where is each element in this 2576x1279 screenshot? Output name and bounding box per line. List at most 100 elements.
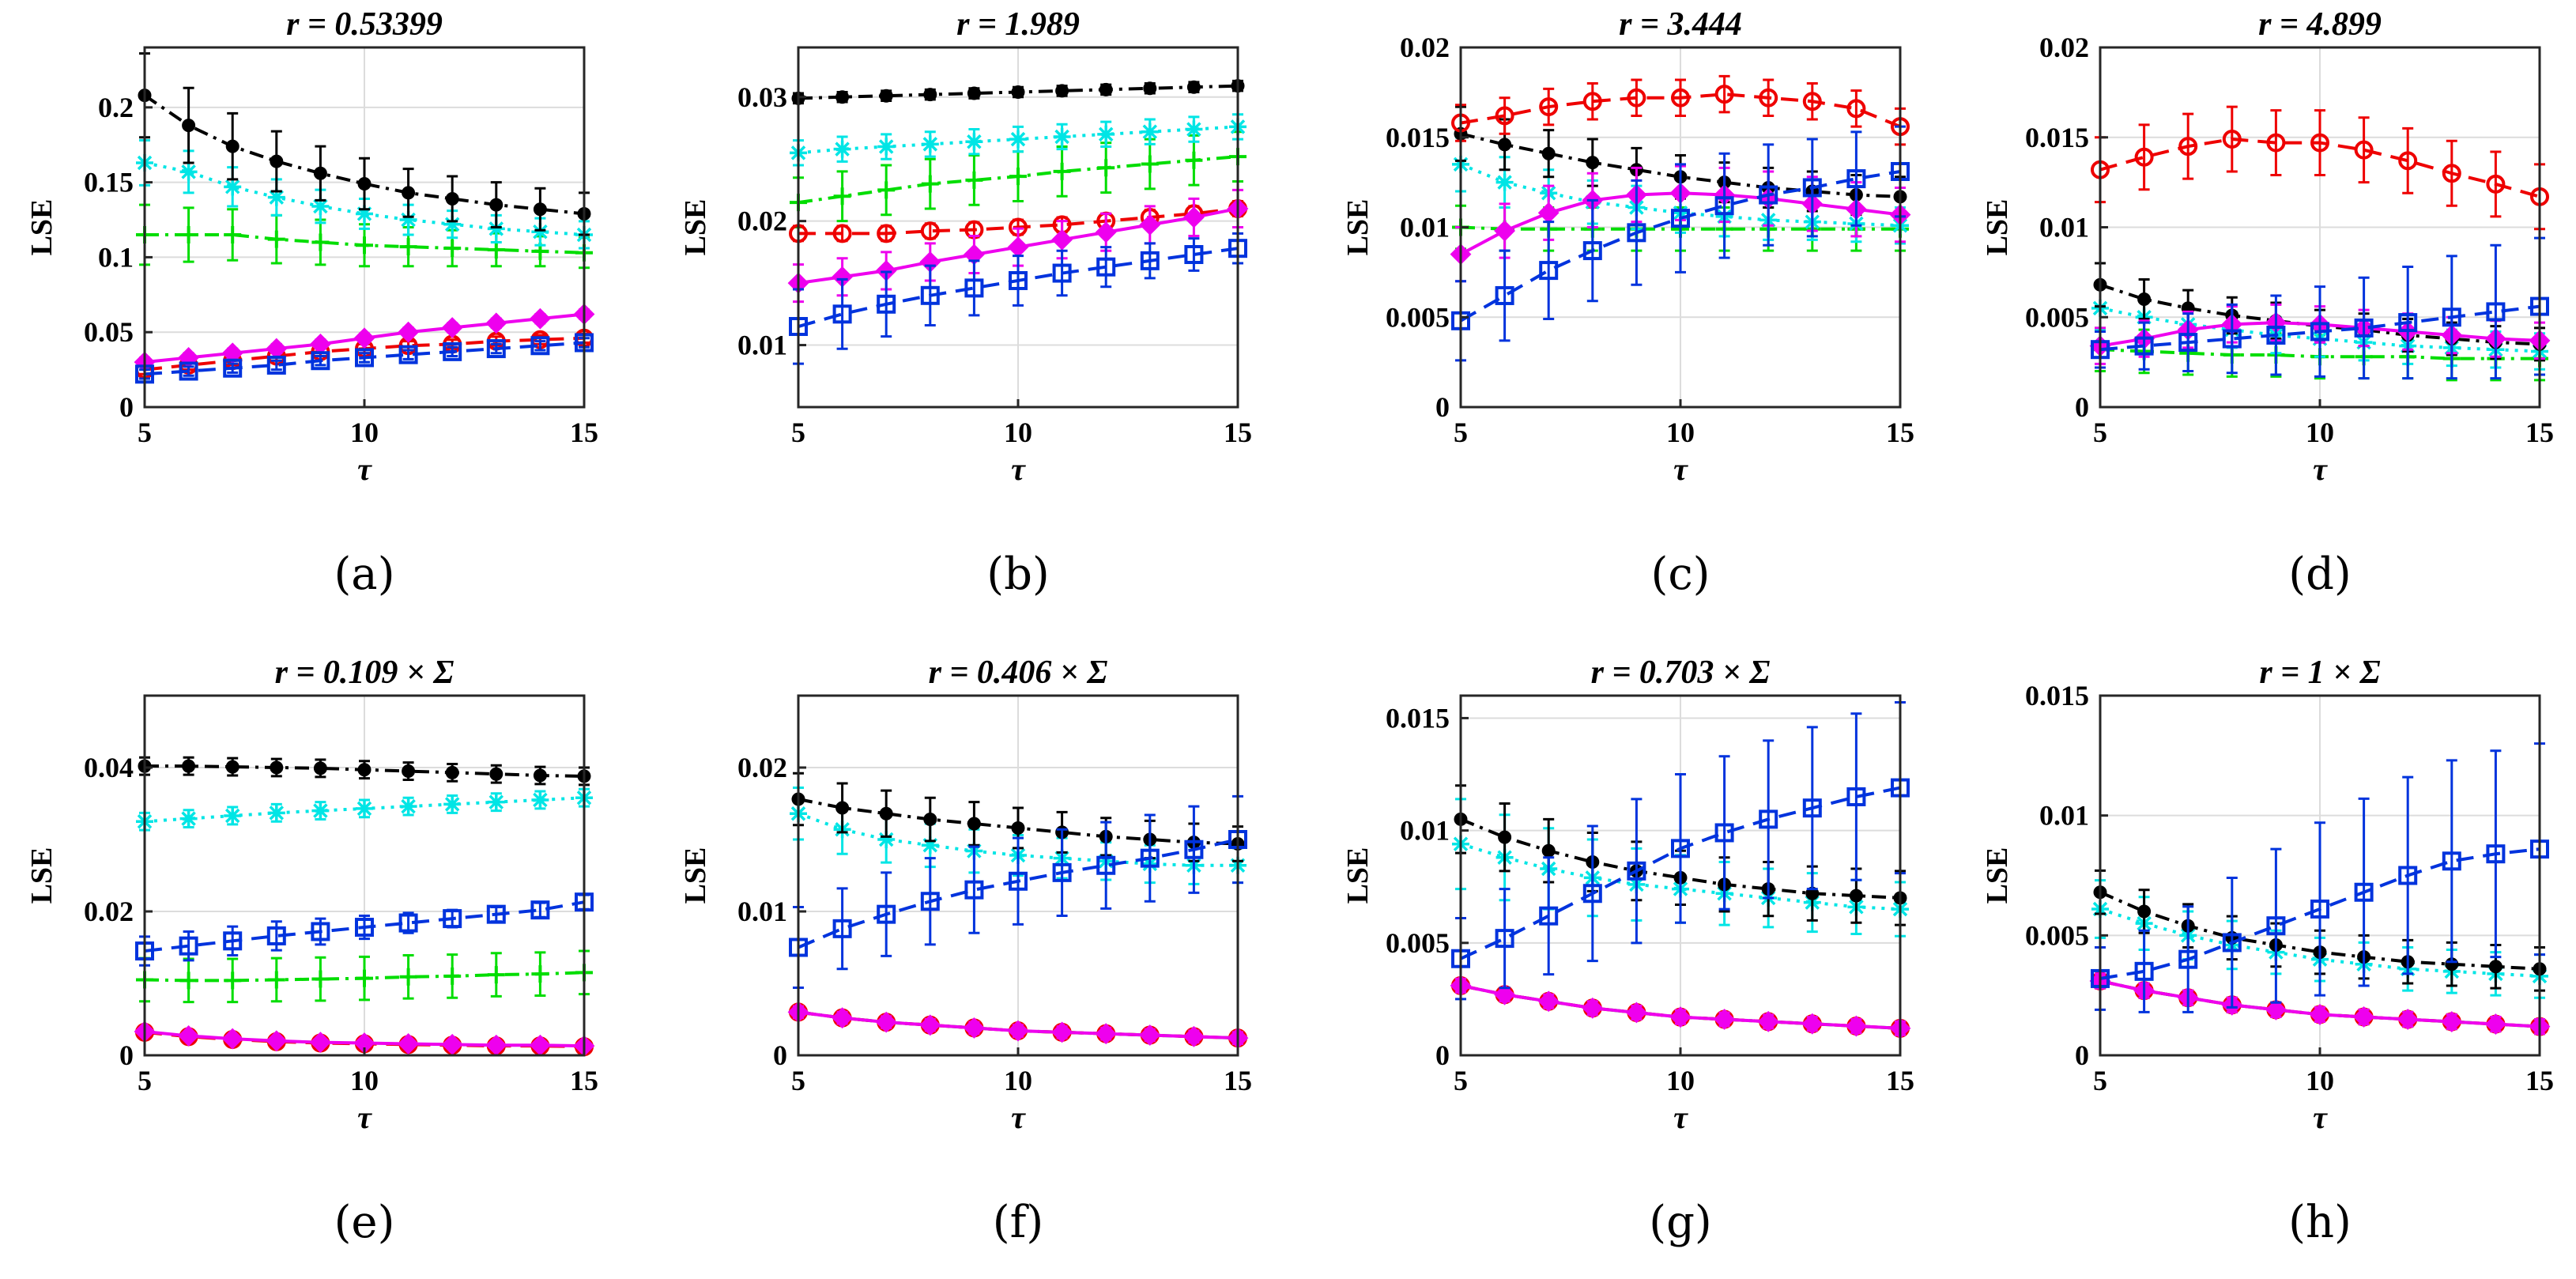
data-point xyxy=(309,1032,331,1054)
data-point xyxy=(1846,169,1866,189)
data-point xyxy=(919,1014,941,1036)
error-bar xyxy=(270,359,282,372)
error-bar xyxy=(183,365,194,377)
series-blue xyxy=(1451,701,1910,1001)
chart-panel-d: 5 10 15 0 0.005 0.01 0.015 0.02 r = 4.899 τ LSE (d) xyxy=(1981,6,2554,600)
data-point xyxy=(1757,1010,1779,1032)
error-bar xyxy=(2182,312,2194,372)
data-point xyxy=(1140,848,1160,868)
data-point xyxy=(1671,209,1690,228)
data-point xyxy=(443,215,462,233)
data-point xyxy=(1099,82,1113,96)
data-point xyxy=(1096,257,1116,277)
error-bar xyxy=(2270,109,2282,177)
data-point xyxy=(2397,1009,2419,1030)
panel-caption: (c) xyxy=(1650,549,1710,600)
data-point xyxy=(179,809,198,828)
data-point xyxy=(2310,322,2329,341)
data-point xyxy=(1801,1013,1824,1035)
error-bar xyxy=(402,349,414,360)
data-point xyxy=(1759,809,1778,829)
error-bar xyxy=(1806,138,1818,238)
data-point xyxy=(1009,130,1027,149)
y-tick-label: 0.1 xyxy=(98,241,134,273)
error-bar xyxy=(1499,96,1511,135)
data-point xyxy=(2442,307,2461,327)
error-bar xyxy=(1718,74,1730,114)
data-point xyxy=(877,294,896,314)
error-bar xyxy=(1100,821,1112,910)
data-point xyxy=(179,972,198,990)
data-point xyxy=(1182,206,1205,228)
data-point xyxy=(486,904,506,924)
y-tick-label: 0.2 xyxy=(98,92,134,123)
error-bar xyxy=(1763,739,1775,900)
data-point xyxy=(311,922,330,941)
data-point xyxy=(1139,1024,1161,1046)
data-point xyxy=(1055,84,1069,98)
data-point xyxy=(1669,1006,1692,1028)
data-point xyxy=(921,175,939,193)
data-point xyxy=(1141,123,1159,141)
data-point xyxy=(1759,185,1778,205)
series-magenta xyxy=(134,1021,595,1057)
data-point xyxy=(2137,904,2152,919)
x-axis-label: τ xyxy=(1011,451,1026,487)
error-bar xyxy=(2402,775,2414,975)
data-point xyxy=(311,802,330,820)
data-point xyxy=(1714,823,1734,843)
data-point xyxy=(1498,138,1512,152)
data-point xyxy=(1671,88,1690,108)
x-tick-label: 5 xyxy=(1454,417,1468,448)
data-point xyxy=(2486,302,2506,322)
data-point xyxy=(2178,333,2198,353)
data-point xyxy=(398,913,418,933)
panel-caption: (a) xyxy=(334,549,394,600)
data-point xyxy=(2222,130,2242,149)
panel-caption: (g) xyxy=(1649,1197,1712,1248)
data-point xyxy=(1582,997,1604,1019)
data-point xyxy=(356,236,373,255)
data-point xyxy=(311,233,330,251)
x-tick-label: 15 xyxy=(570,417,598,448)
error-bar xyxy=(1586,198,1598,303)
data-point xyxy=(2309,1004,2331,1025)
data-point xyxy=(224,972,242,990)
y-tick-label: 0.02 xyxy=(737,206,787,237)
data-point xyxy=(963,1017,985,1039)
data-point xyxy=(879,89,893,103)
data-point xyxy=(533,202,547,217)
data-point xyxy=(1184,839,1204,859)
data-point xyxy=(832,224,852,243)
data-point xyxy=(487,966,505,984)
data-point xyxy=(224,806,242,824)
data-point xyxy=(833,140,851,158)
data-point xyxy=(179,163,198,181)
x-tick-label: 15 xyxy=(2525,417,2554,448)
data-point xyxy=(443,240,462,258)
x-tick-label: 10 xyxy=(1666,1065,1695,1096)
error-bar xyxy=(2226,303,2238,375)
chart-panel-f: 5 10 15 0 0.01 0.02 r = 0.406 × Σ τ LSE (f) xyxy=(679,655,1252,1248)
error-bar xyxy=(2226,105,2238,173)
data-point xyxy=(1141,155,1159,173)
data-point xyxy=(224,178,242,196)
data-point xyxy=(529,307,551,330)
data-point xyxy=(1009,168,1027,186)
data-point xyxy=(489,198,504,212)
error-bar xyxy=(968,845,980,934)
x-tick-label: 10 xyxy=(1004,1065,1032,1096)
data-point xyxy=(2265,998,2287,1021)
data-point xyxy=(1051,228,1073,251)
series-line-cyan xyxy=(2099,907,2540,978)
data-point xyxy=(355,348,374,368)
data-point xyxy=(1052,862,1072,882)
y-tick-label: 0.01 xyxy=(2039,800,2089,832)
x-tick-label: 5 xyxy=(138,1065,152,1096)
data-point xyxy=(2442,164,2461,183)
data-point xyxy=(1097,125,1115,143)
error-bar xyxy=(447,345,458,358)
y-tick-label: 0.01 xyxy=(737,330,787,361)
error-bar xyxy=(881,871,892,957)
data-point xyxy=(1011,821,1025,835)
